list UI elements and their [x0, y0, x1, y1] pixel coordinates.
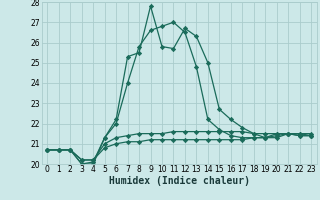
X-axis label: Humidex (Indice chaleur): Humidex (Indice chaleur): [109, 176, 250, 186]
